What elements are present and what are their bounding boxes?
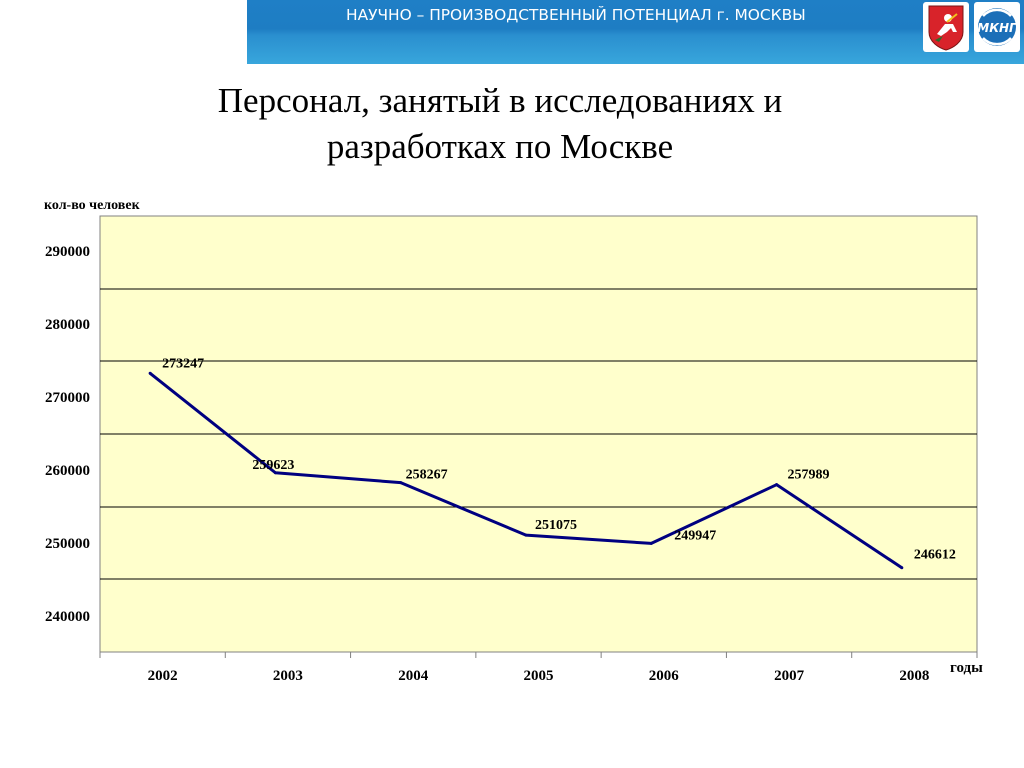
data-label: 257989: [788, 468, 830, 483]
data-point: [900, 566, 904, 570]
y-tick-label: 270000: [45, 390, 90, 406]
data-point: [148, 371, 152, 375]
y-tick-label: 260000: [45, 463, 90, 479]
data-point: [399, 481, 403, 485]
data-label: 251075: [535, 518, 577, 533]
x-tick-label: 2004: [398, 668, 429, 684]
data-point: [273, 471, 277, 475]
x-tick-label: 2002: [148, 668, 178, 684]
y-tick-label: 290000: [45, 244, 90, 260]
y-axis-label: кол-во человек: [44, 198, 141, 213]
y-tick-label: 280000: [45, 317, 90, 333]
data-point: [649, 541, 653, 545]
data-point: [775, 483, 779, 487]
data-label: 259623: [252, 458, 294, 473]
plot-area: 240000 250000 260000 270000 280000 290000 2002…: [45, 215, 978, 684]
x-axis-label: годы: [950, 660, 983, 676]
data-label: 246612: [914, 548, 956, 563]
x-tick-label: 2003: [273, 668, 303, 684]
data-label: 258267: [406, 468, 448, 483]
chart-title: Персонал, занятый в исследованиях и разр…: [100, 78, 900, 170]
mkng-logo-text: МКНГ: [977, 21, 1018, 35]
y-tick-label: 250000: [45, 536, 90, 552]
data-label: 249947: [674, 528, 716, 543]
data-label: 273247: [162, 356, 204, 371]
chart-title-line-1: Персонал, занятый в исследованиях и: [217, 81, 783, 120]
y-tick-label: 240000: [45, 609, 90, 625]
x-tick-label: 2005: [524, 668, 554, 684]
banner-title: НАУЧНО – ПРОИЗВОДСТВЕННЫЙ ПОТЕНЦИАЛ г. М…: [346, 6, 806, 24]
x-tick-label: 2007: [774, 668, 805, 684]
moscow-coat-of-arms-logo: [923, 2, 969, 52]
data-point: [524, 533, 528, 537]
mkng-logo: МКНГ: [974, 2, 1020, 52]
chart-title-line-2: разработках по Москве: [326, 127, 674, 166]
header-banner: [247, 0, 1024, 64]
x-tick-label: 2008: [899, 668, 929, 684]
x-tick-label: 2006: [649, 668, 680, 684]
